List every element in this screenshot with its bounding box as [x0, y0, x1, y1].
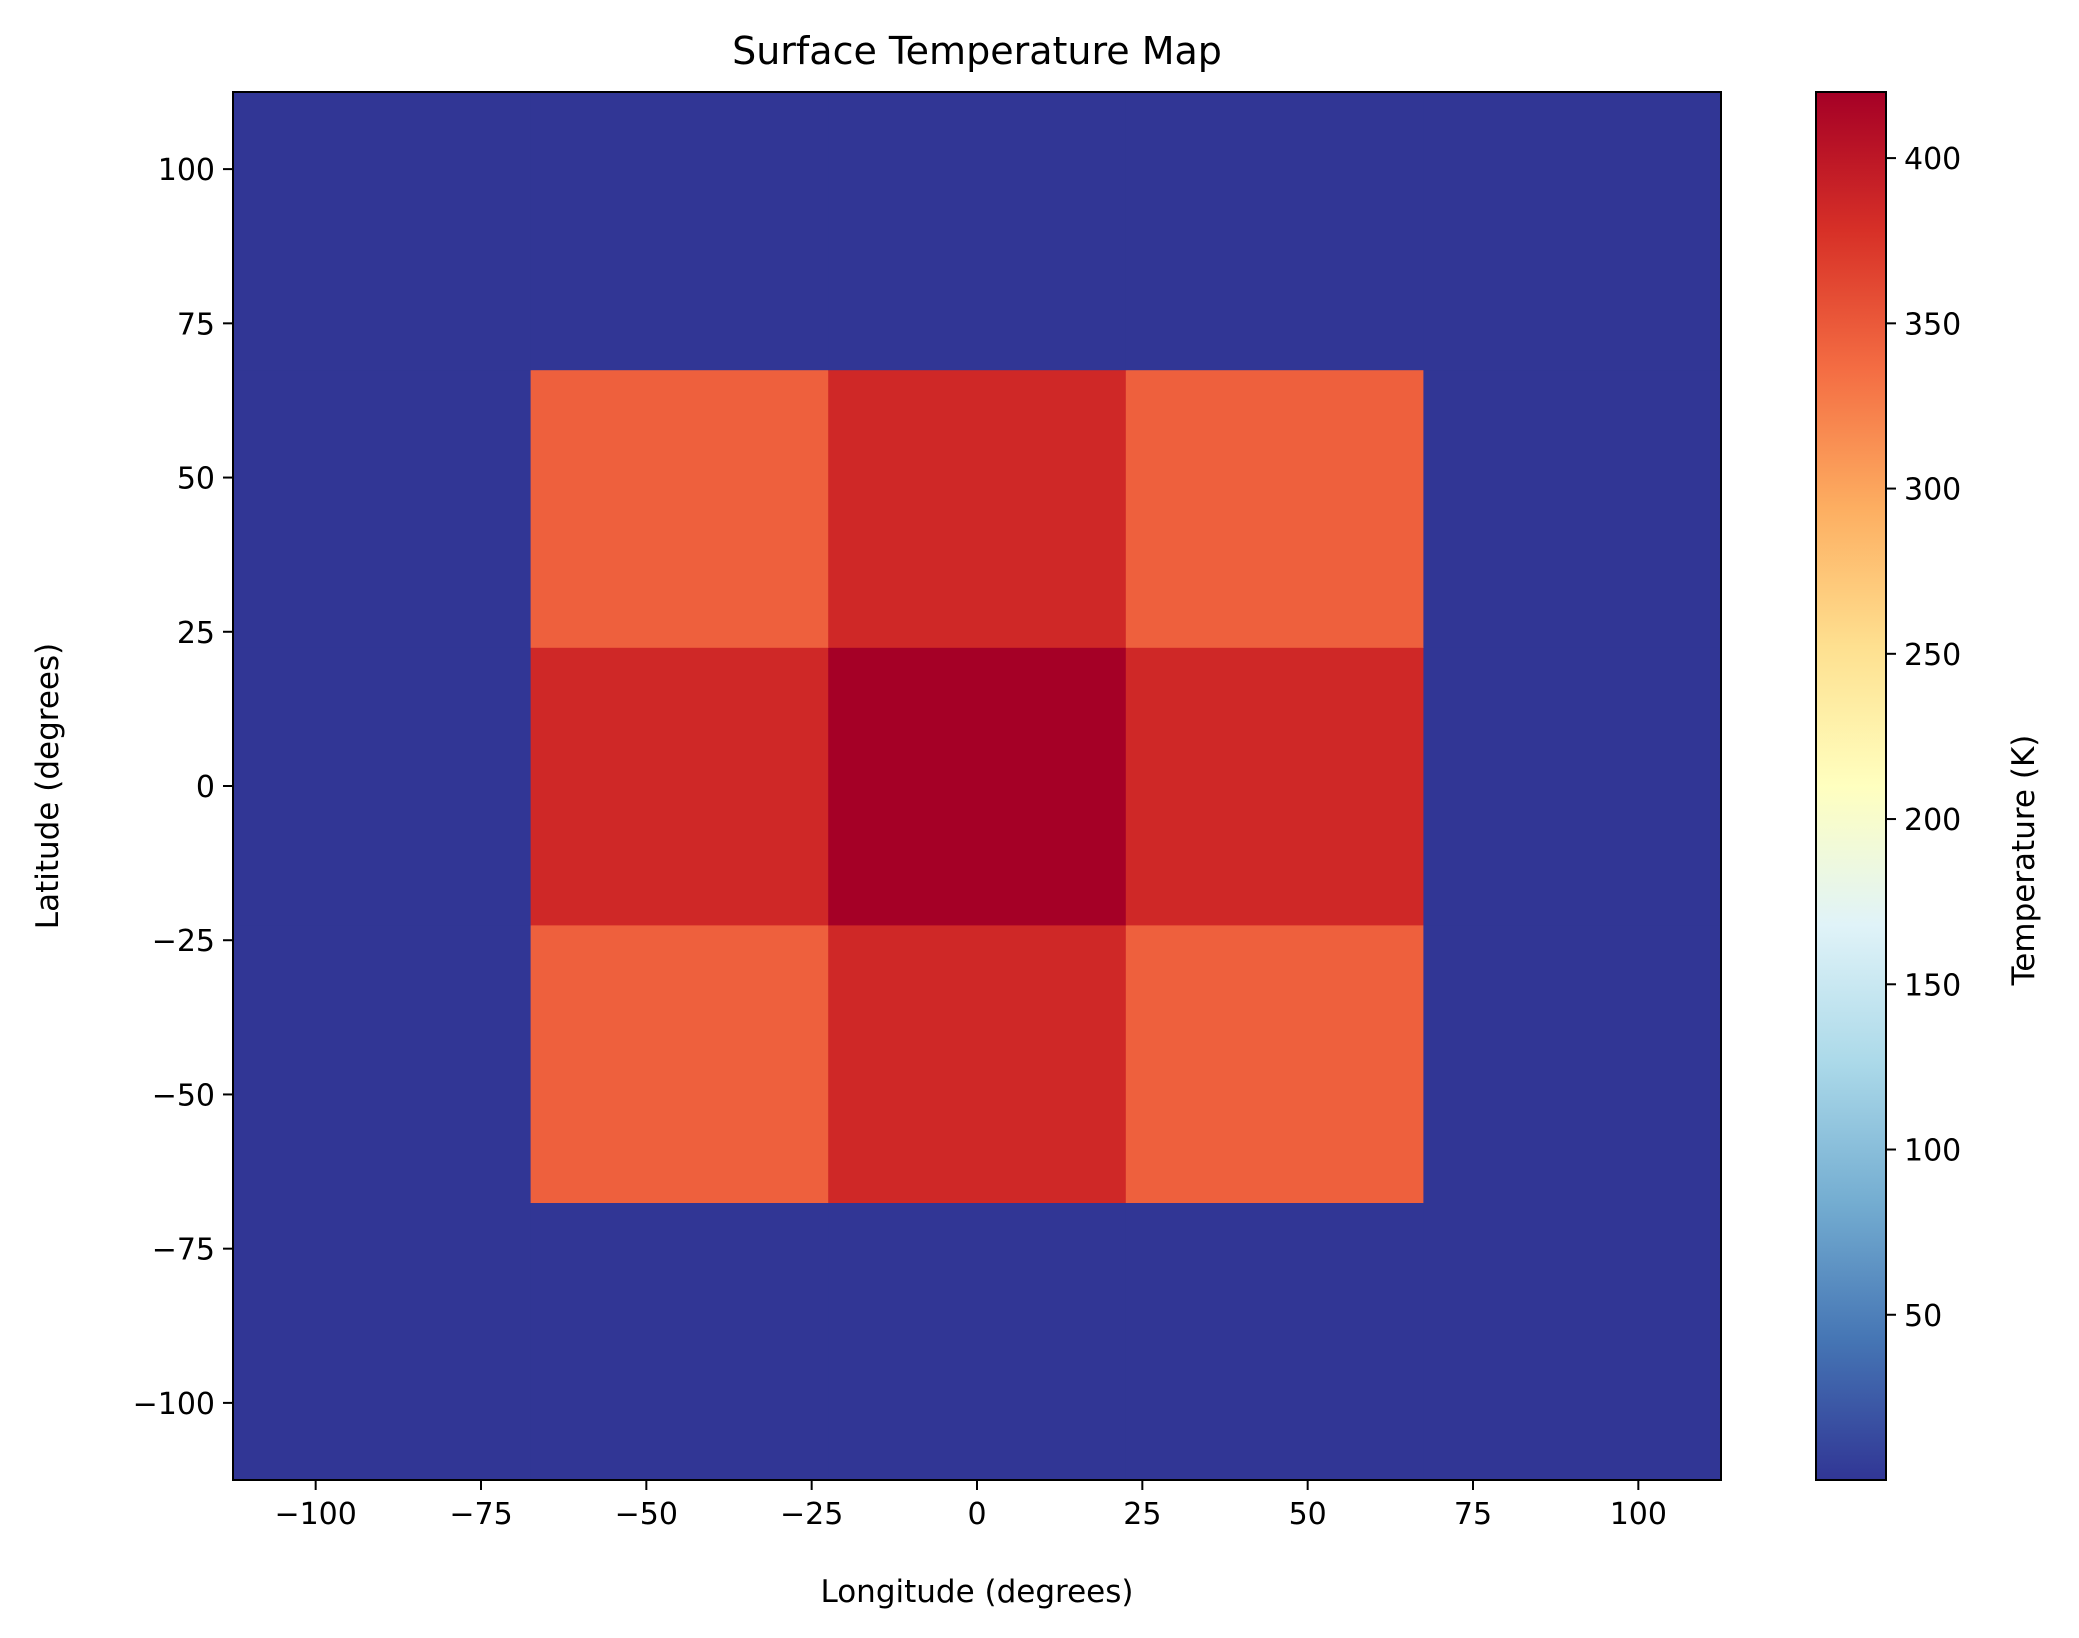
y-axis-ticks: −100 −75 −50 −25 0 25 50 75 100 [133, 153, 233, 1422]
heatmap-cell [233, 1202, 532, 1481]
heatmap-cell [1423, 369, 1722, 648]
x-tick-label: 75 [1454, 1497, 1492, 1532]
heatmap-cell [1125, 924, 1424, 1203]
heatmap-cell [233, 924, 532, 1203]
heatmap-cell [828, 369, 1127, 648]
chart-title: Surface Temperature Map [732, 29, 1222, 73]
heatmap-cell [530, 1202, 829, 1481]
colorbar-tick-label: 350 [1904, 307, 1961, 342]
colorbar-tick-label: 50 [1904, 1299, 1942, 1334]
heatmap-cell [828, 647, 1127, 926]
heatmap-cell [233, 92, 532, 371]
x-axis-label: Longitude (degrees) [820, 1574, 1133, 1610]
x-tick-label: −50 [615, 1497, 678, 1532]
colorbar-tick-label: 200 [1904, 803, 1961, 838]
y-tick-label: −75 [152, 1233, 215, 1268]
heatmap-cell [1125, 1202, 1424, 1481]
heatmap-cell [530, 647, 829, 926]
x-axis-ticks: −100 −75 −50 −25 0 25 50 75 100 [274, 1480, 1667, 1532]
heatmap-cell [1423, 92, 1722, 371]
colorbar-label: Temperature (K) [2006, 735, 2042, 987]
x-tick-label: −75 [449, 1497, 512, 1532]
colorbar-ticks: 50 100 150 200 250 300 350 400 [1886, 142, 1961, 1334]
heatmap-cell [233, 369, 532, 648]
y-tick-label: −50 [152, 1078, 215, 1113]
y-axis-label: Latitude (degrees) [30, 643, 66, 929]
colorbar [1815, 91, 1887, 1481]
y-tick-label: 100 [158, 153, 215, 188]
heatmap-cell [1125, 369, 1424, 648]
heatmap-cell [828, 1202, 1127, 1481]
heatmap-cell [1125, 92, 1424, 371]
x-tick-label: 50 [1289, 1497, 1327, 1532]
colorbar-tick-label: 100 [1904, 1134, 1961, 1169]
y-tick-label: −100 [133, 1387, 215, 1422]
colorbar-tick-label: 300 [1904, 473, 1961, 508]
colorbar-tick-label: 250 [1904, 638, 1961, 673]
colorbar-tick-label: 150 [1904, 968, 1961, 1003]
x-tick-label: −100 [274, 1497, 356, 1532]
heatmap-cells [233, 92, 1722, 1481]
colorbar-tick-label: 400 [1904, 142, 1961, 177]
y-tick-label: 50 [177, 462, 215, 497]
heatmap-cell [530, 924, 829, 1203]
heatmap-cell [828, 924, 1127, 1203]
x-tick-label: 0 [967, 1497, 986, 1532]
x-tick-label: −25 [780, 1497, 843, 1532]
y-tick-label: −25 [152, 924, 215, 959]
heatmap-cell [1125, 647, 1424, 926]
x-tick-label: 100 [1610, 1497, 1667, 1532]
heatmap-cell [1423, 924, 1722, 1203]
heatmap-cell [1423, 647, 1722, 926]
heatmap-cell [828, 92, 1127, 371]
y-tick-label: 25 [177, 616, 215, 651]
y-tick-label: 0 [196, 770, 215, 805]
heatmap-cell [233, 647, 532, 926]
heatmap-cell [1423, 1202, 1722, 1481]
heatmap-cell [530, 369, 829, 648]
x-tick-label: 25 [1123, 1497, 1161, 1532]
heatmap-cell [530, 92, 829, 371]
y-tick-label: 75 [177, 307, 215, 342]
